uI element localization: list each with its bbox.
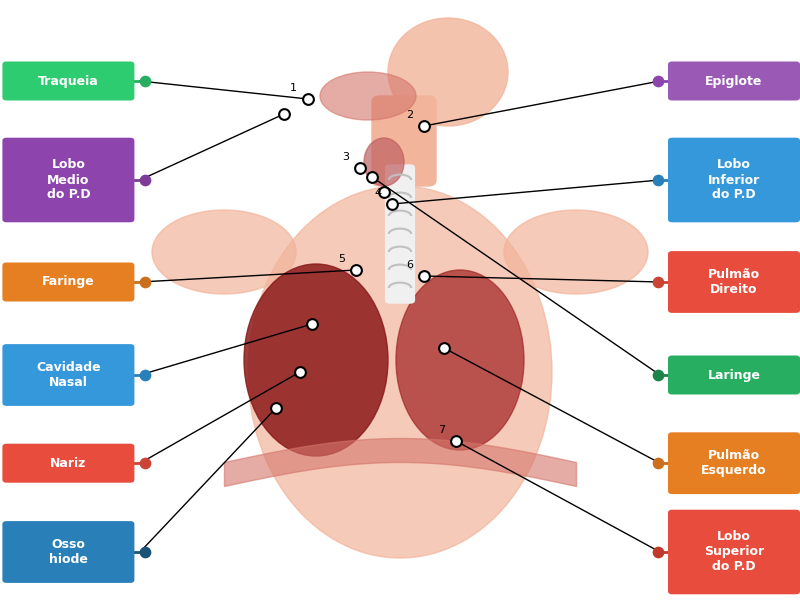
- FancyBboxPatch shape: [2, 138, 134, 222]
- Text: Traqueia: Traqueia: [38, 74, 98, 88]
- Point: [386, 199, 398, 209]
- Point: [418, 121, 430, 131]
- Text: Pulmão
Direito: Pulmão Direito: [708, 268, 760, 296]
- Point: [378, 187, 390, 197]
- Text: 2: 2: [406, 110, 413, 120]
- Point: [306, 319, 318, 329]
- Ellipse shape: [388, 18, 508, 126]
- Point: [438, 343, 450, 353]
- Point: [138, 76, 151, 86]
- Point: [354, 163, 366, 173]
- Text: Epiglote: Epiglote: [706, 74, 762, 88]
- Point: [270, 403, 282, 413]
- Point: [450, 436, 462, 446]
- FancyBboxPatch shape: [668, 355, 800, 395]
- Ellipse shape: [152, 210, 296, 294]
- Point: [651, 370, 664, 380]
- Ellipse shape: [248, 186, 552, 558]
- Ellipse shape: [244, 264, 388, 456]
- FancyBboxPatch shape: [668, 61, 800, 100]
- FancyBboxPatch shape: [386, 165, 414, 303]
- FancyBboxPatch shape: [372, 96, 436, 186]
- Point: [278, 109, 290, 119]
- Point: [138, 277, 151, 287]
- Ellipse shape: [396, 270, 524, 450]
- Text: Cavidade
Nasal: Cavidade Nasal: [36, 361, 101, 389]
- Point: [418, 271, 430, 281]
- Text: Lobo
Superior
do P.D: Lobo Superior do P.D: [704, 530, 764, 574]
- FancyBboxPatch shape: [668, 509, 800, 594]
- Point: [350, 265, 362, 275]
- Point: [294, 367, 306, 377]
- Text: 6: 6: [406, 260, 413, 270]
- Text: Pulmão
Esquerdo: Pulmão Esquerdo: [701, 449, 767, 477]
- Point: [302, 94, 314, 104]
- Text: 7: 7: [438, 425, 445, 435]
- FancyBboxPatch shape: [668, 138, 800, 222]
- Point: [651, 175, 664, 185]
- Text: Lobo
Medio
do P.D: Lobo Medio do P.D: [46, 158, 90, 202]
- Text: Faringe: Faringe: [42, 275, 94, 289]
- Text: Lobo
Inferior
do P.D: Lobo Inferior do P.D: [708, 158, 760, 202]
- FancyBboxPatch shape: [2, 444, 134, 482]
- FancyBboxPatch shape: [2, 61, 134, 100]
- FancyBboxPatch shape: [2, 263, 134, 301]
- Point: [138, 547, 151, 557]
- Point: [366, 172, 378, 182]
- Ellipse shape: [504, 210, 648, 294]
- FancyBboxPatch shape: [2, 521, 134, 583]
- Text: Osso
hiode: Osso hiode: [49, 538, 88, 566]
- Text: Nariz: Nariz: [50, 457, 86, 470]
- Point: [651, 277, 664, 287]
- Ellipse shape: [364, 138, 404, 186]
- Text: 5: 5: [338, 254, 345, 264]
- FancyBboxPatch shape: [2, 344, 134, 406]
- FancyBboxPatch shape: [668, 251, 800, 313]
- Text: 1: 1: [290, 83, 297, 93]
- Point: [651, 458, 664, 468]
- Text: 3: 3: [342, 152, 349, 162]
- Point: [138, 175, 151, 185]
- Text: Laringe: Laringe: [707, 368, 761, 382]
- Text: 4: 4: [374, 188, 381, 198]
- Point: [651, 547, 664, 557]
- Point: [651, 76, 664, 86]
- Ellipse shape: [320, 72, 416, 120]
- FancyBboxPatch shape: [668, 432, 800, 494]
- Point: [138, 458, 151, 468]
- Point: [138, 370, 151, 380]
